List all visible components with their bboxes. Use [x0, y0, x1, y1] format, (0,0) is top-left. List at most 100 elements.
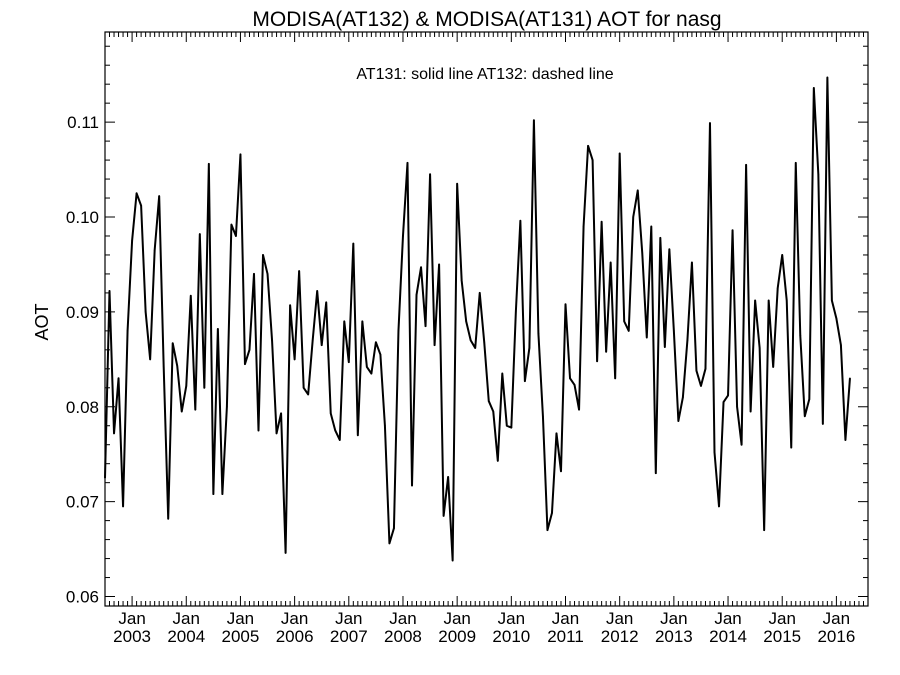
data-point — [361, 320, 364, 323]
data-point — [271, 339, 273, 342]
x-tick-month-label: Jan — [335, 609, 362, 628]
data-point — [456, 183, 458, 185]
data-point — [411, 484, 413, 487]
x-tick-month-label: Jan — [823, 609, 850, 628]
data-point — [591, 159, 594, 161]
data-point — [465, 320, 467, 323]
data-point — [740, 443, 743, 446]
data-point — [384, 424, 386, 427]
data-point — [217, 328, 219, 330]
data-point — [564, 303, 567, 306]
data-point — [542, 415, 544, 418]
data-point — [406, 162, 409, 164]
x-tick-year-label: 2015 — [763, 627, 801, 646]
data-point — [438, 263, 440, 266]
x-tick-year-label: 2008 — [384, 627, 422, 646]
x-tick-month-label: Jan — [714, 609, 741, 628]
data-point — [772, 366, 774, 368]
data-point — [176, 365, 179, 367]
data-point — [199, 233, 201, 235]
data-point — [668, 248, 671, 251]
data-point — [334, 429, 337, 432]
data-point — [700, 385, 702, 387]
data-point — [379, 353, 382, 356]
data-point — [424, 325, 427, 327]
data-point — [275, 432, 278, 435]
data-point — [736, 405, 738, 408]
x-tick-month-label: Jan — [498, 609, 525, 628]
data-point — [307, 393, 309, 396]
data-point — [126, 330, 129, 332]
data-point — [131, 239, 133, 242]
data-point — [397, 330, 400, 332]
data-point — [677, 420, 680, 422]
x-tick-year-label: 2003 — [113, 627, 151, 646]
data-point — [763, 529, 765, 531]
data-point — [248, 349, 251, 351]
x-tick-month-label: Jan — [769, 609, 796, 628]
line-style-annotation: AT131: solid line AT132: dashed line — [356, 66, 613, 83]
data-point — [320, 344, 323, 346]
data-point — [293, 358, 296, 361]
data-point — [153, 249, 156, 252]
data-point — [366, 366, 368, 368]
data-point — [659, 237, 662, 239]
x-tick-year-label: 2009 — [438, 627, 476, 646]
x-tick-month-label: Jan — [606, 609, 633, 628]
data-point — [596, 360, 598, 363]
data-point — [758, 347, 761, 349]
data-point — [695, 369, 698, 372]
data-point — [524, 380, 526, 382]
data-point — [343, 320, 346, 323]
data-point — [849, 377, 851, 380]
x-tick-month-label: Jan — [173, 609, 200, 628]
data-point — [289, 304, 291, 307]
data-point — [618, 152, 621, 155]
data-point — [158, 195, 160, 197]
series-line-at131 — [104, 76, 851, 562]
x-tick-year-label: 2006 — [276, 627, 314, 646]
data-point — [835, 317, 838, 320]
data-point — [135, 192, 138, 195]
data-point — [487, 400, 490, 402]
data-point — [226, 405, 228, 408]
data-point — [636, 189, 639, 192]
data-point — [754, 299, 756, 302]
data-point — [316, 290, 319, 292]
data-point — [822, 423, 824, 425]
data-point — [767, 299, 770, 302]
data-point — [803, 415, 806, 418]
data-point — [709, 122, 711, 124]
data-point — [325, 301, 328, 304]
data-point — [230, 223, 233, 226]
data-point — [831, 299, 833, 302]
data-point — [221, 493, 224, 495]
data-point — [528, 347, 531, 349]
data-point — [244, 363, 246, 365]
data-point — [533, 119, 535, 122]
data-point — [284, 552, 287, 554]
data-point — [117, 377, 120, 380]
data-point — [122, 505, 124, 508]
data-point — [185, 385, 188, 387]
x-tick-month-label: Jan — [552, 609, 579, 628]
data-point — [569, 377, 571, 380]
data-point — [496, 460, 499, 462]
data-point — [506, 424, 508, 427]
data-point — [560, 470, 562, 473]
data-point — [686, 339, 689, 342]
data-point — [722, 401, 725, 403]
data-point — [605, 350, 607, 353]
x-tick-year-label: 2011 — [547, 627, 584, 646]
data-point — [781, 254, 784, 256]
data-point — [682, 396, 684, 399]
data-point — [393, 527, 395, 529]
data-point — [808, 398, 811, 400]
data-point — [167, 517, 170, 520]
data-point — [298, 270, 300, 272]
data-point — [614, 377, 616, 380]
data-point — [645, 336, 648, 339]
data-point — [587, 145, 589, 147]
x-tick-year-label: 2013 — [655, 627, 693, 646]
chart-title: MODISA(AT132) & MODISA(AT131) AOT for na… — [252, 8, 721, 31]
